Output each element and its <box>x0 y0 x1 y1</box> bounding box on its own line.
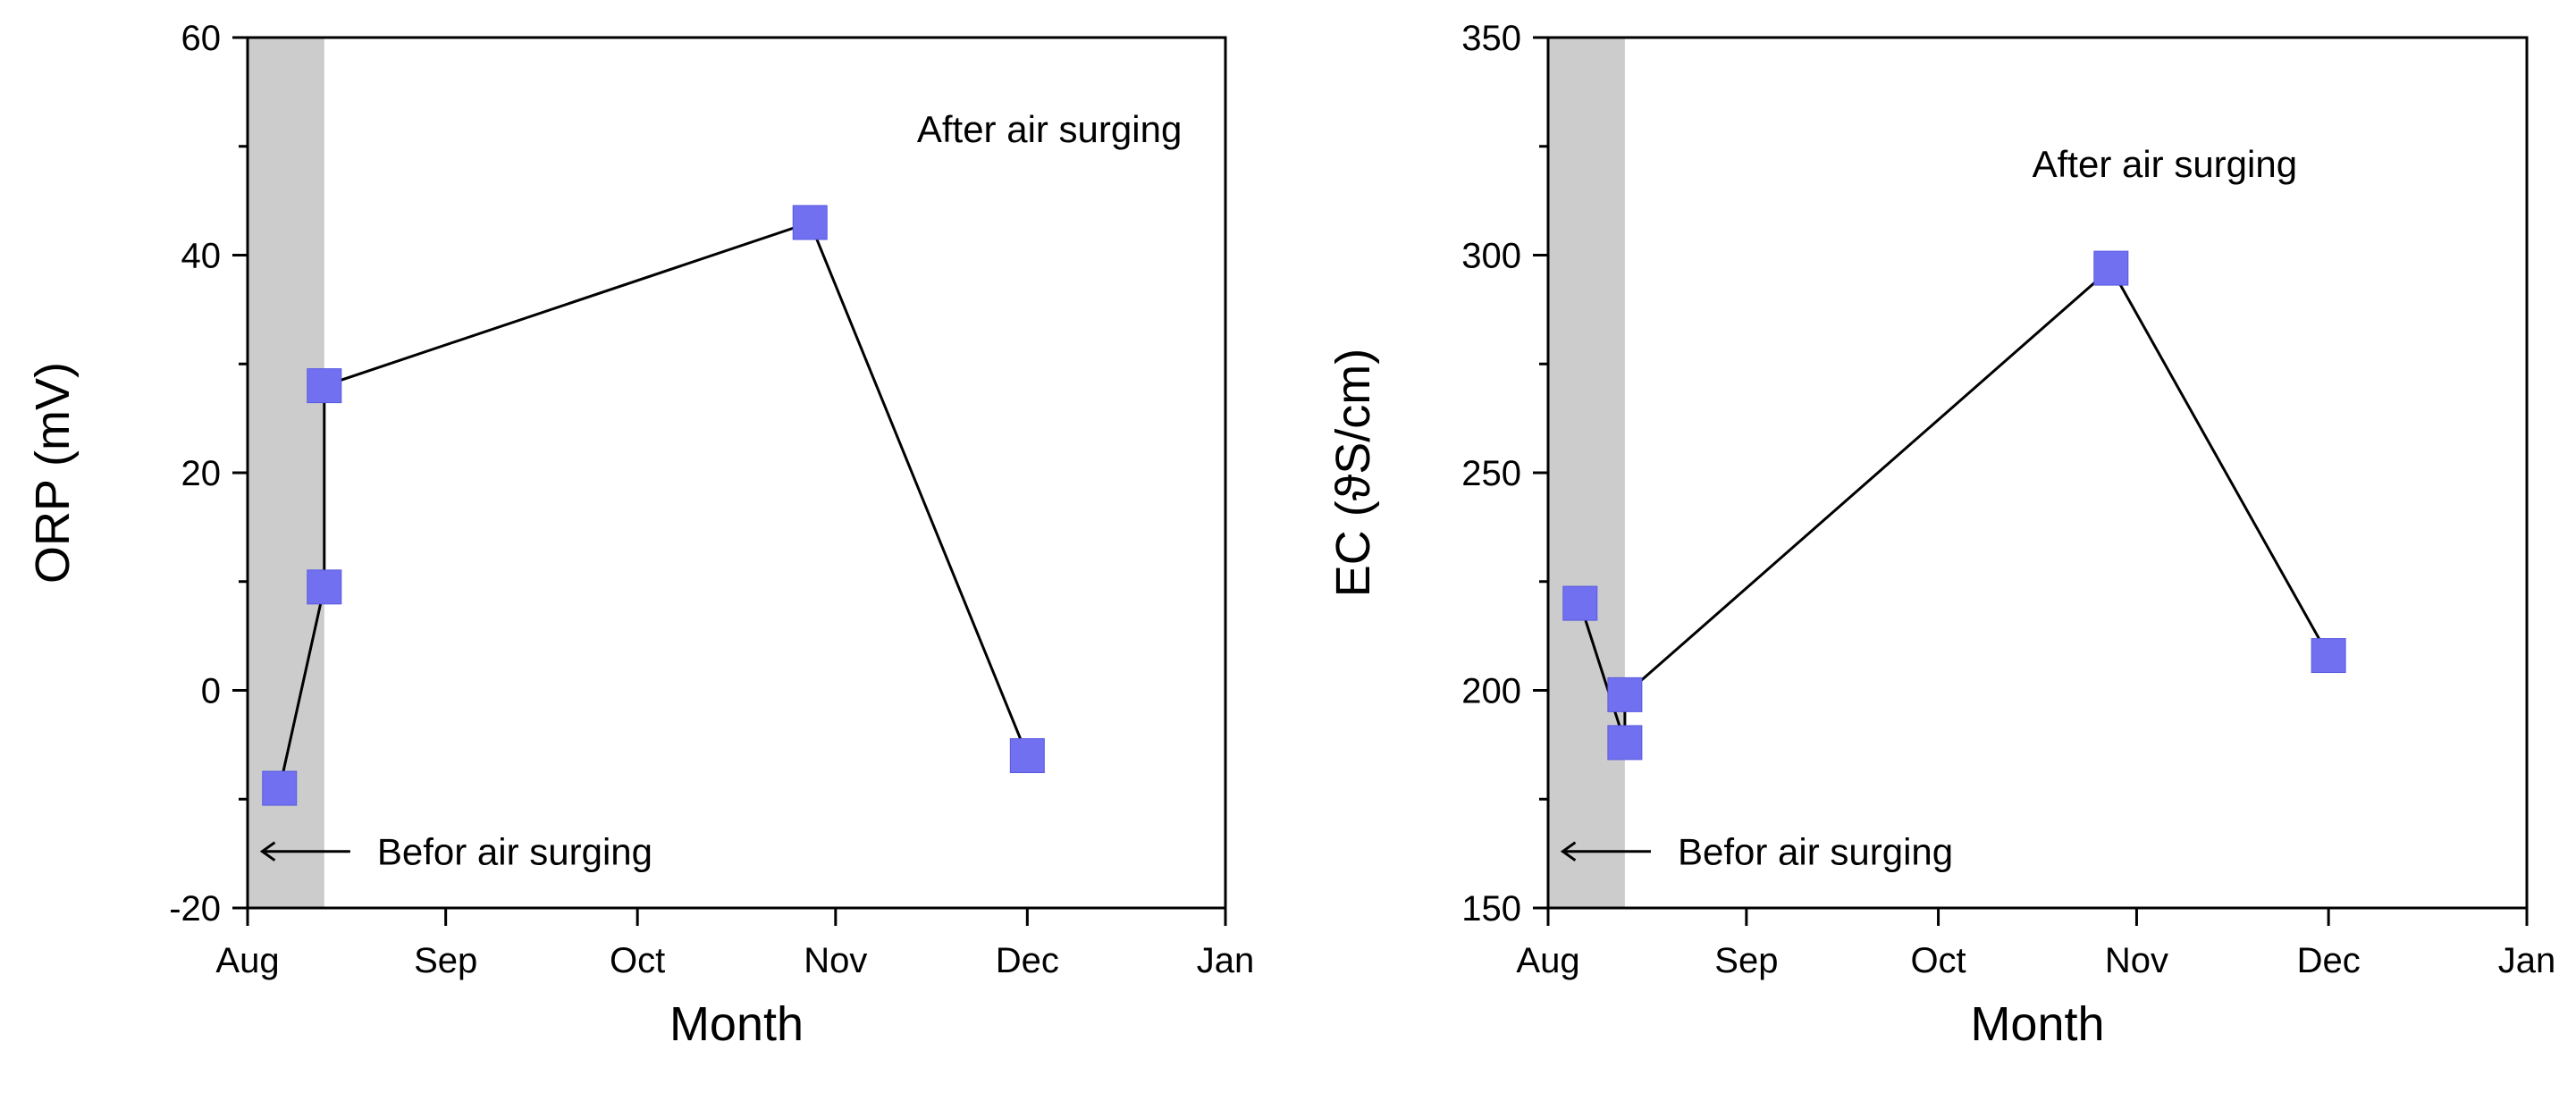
orp-data-point <box>792 205 828 240</box>
orp-data-point <box>262 770 298 806</box>
orp-after-annotation: After air surging <box>917 108 1182 150</box>
orp-x-tick-label: Nov <box>804 941 867 980</box>
orp-plot-frame <box>246 36 1227 910</box>
ec-y-tick-label: 300 <box>1461 237 1521 276</box>
orp-y-tick-label: -20 <box>169 889 221 929</box>
orp-series-line <box>278 221 1029 789</box>
ec-x-tick-label: Sep <box>1714 941 1778 980</box>
orp-y-tick-label: 0 <box>201 672 221 711</box>
orp-x-tick-label: Oct <box>610 941 665 980</box>
ec-data-point <box>2093 250 2129 286</box>
ec-y-axis-title: EC (ϑS/cm) <box>1326 349 1380 598</box>
ec-x-tick-label: Dec <box>2297 941 2361 980</box>
ec-data-point <box>2311 638 2346 674</box>
orp-data-point <box>1009 738 1045 774</box>
ec-y-tick-label: 150 <box>1461 889 1521 929</box>
orp-y-tick-label: 20 <box>181 454 222 493</box>
orp-y-tick-label: 60 <box>181 19 222 58</box>
ec-before-arrow-head <box>1560 841 1577 861</box>
ec-after-annotation: After air surging <box>2033 143 2297 185</box>
orp-chart: -20 0 20 40 60 Aug Sep Oct Nov Dec Jan Month ORP (mV… <box>26 19 1254 1051</box>
orp-x-tick-label: Sep <box>414 941 477 980</box>
ec-x-tick-label: Oct <box>1910 941 1966 980</box>
ec-plot-frame <box>1546 36 2529 910</box>
ec-data-point <box>1607 677 1643 712</box>
orp-x-tick-label: Jan <box>1197 941 1255 980</box>
ec-shaded-period <box>1548 38 1625 908</box>
ec-x-axis-title: Month <box>1970 997 2104 1051</box>
orp-x-tick-label: Dec <box>996 941 1059 980</box>
orp-data-point <box>307 569 342 605</box>
ec-x-tick-label: Nov <box>2105 941 2168 980</box>
orp-x-tick-label: Aug <box>215 941 279 980</box>
ec-y-tick-label: 250 <box>1461 454 1521 493</box>
orp-y-axis-title: ORP (mV) <box>26 362 80 584</box>
orp-data-point <box>307 368 342 404</box>
orp-x-axis-title: Month <box>669 997 804 1051</box>
ec-y-tick-label: 200 <box>1461 672 1521 711</box>
ec-before-annotation: Befor air surging <box>1678 831 1953 873</box>
ec-data-point <box>1562 585 1598 621</box>
ec-x-tick-label: Jan <box>2498 941 2556 980</box>
ec-data-point <box>1607 725 1643 761</box>
ec-chart: 150 200 250 300 350 Aug Sep Oct Nov Dec Jan Month EC… <box>1326 19 2555 1051</box>
ec-y-tick-label: 350 <box>1461 19 1521 58</box>
orp-before-annotation: Befor air surging <box>377 831 652 873</box>
orp-y-tick-label: 40 <box>181 237 222 276</box>
ec-series-line <box>1578 265 2330 744</box>
ec-x-tick-label: Aug <box>1516 941 1579 980</box>
orp-before-arrow-head <box>259 841 276 861</box>
